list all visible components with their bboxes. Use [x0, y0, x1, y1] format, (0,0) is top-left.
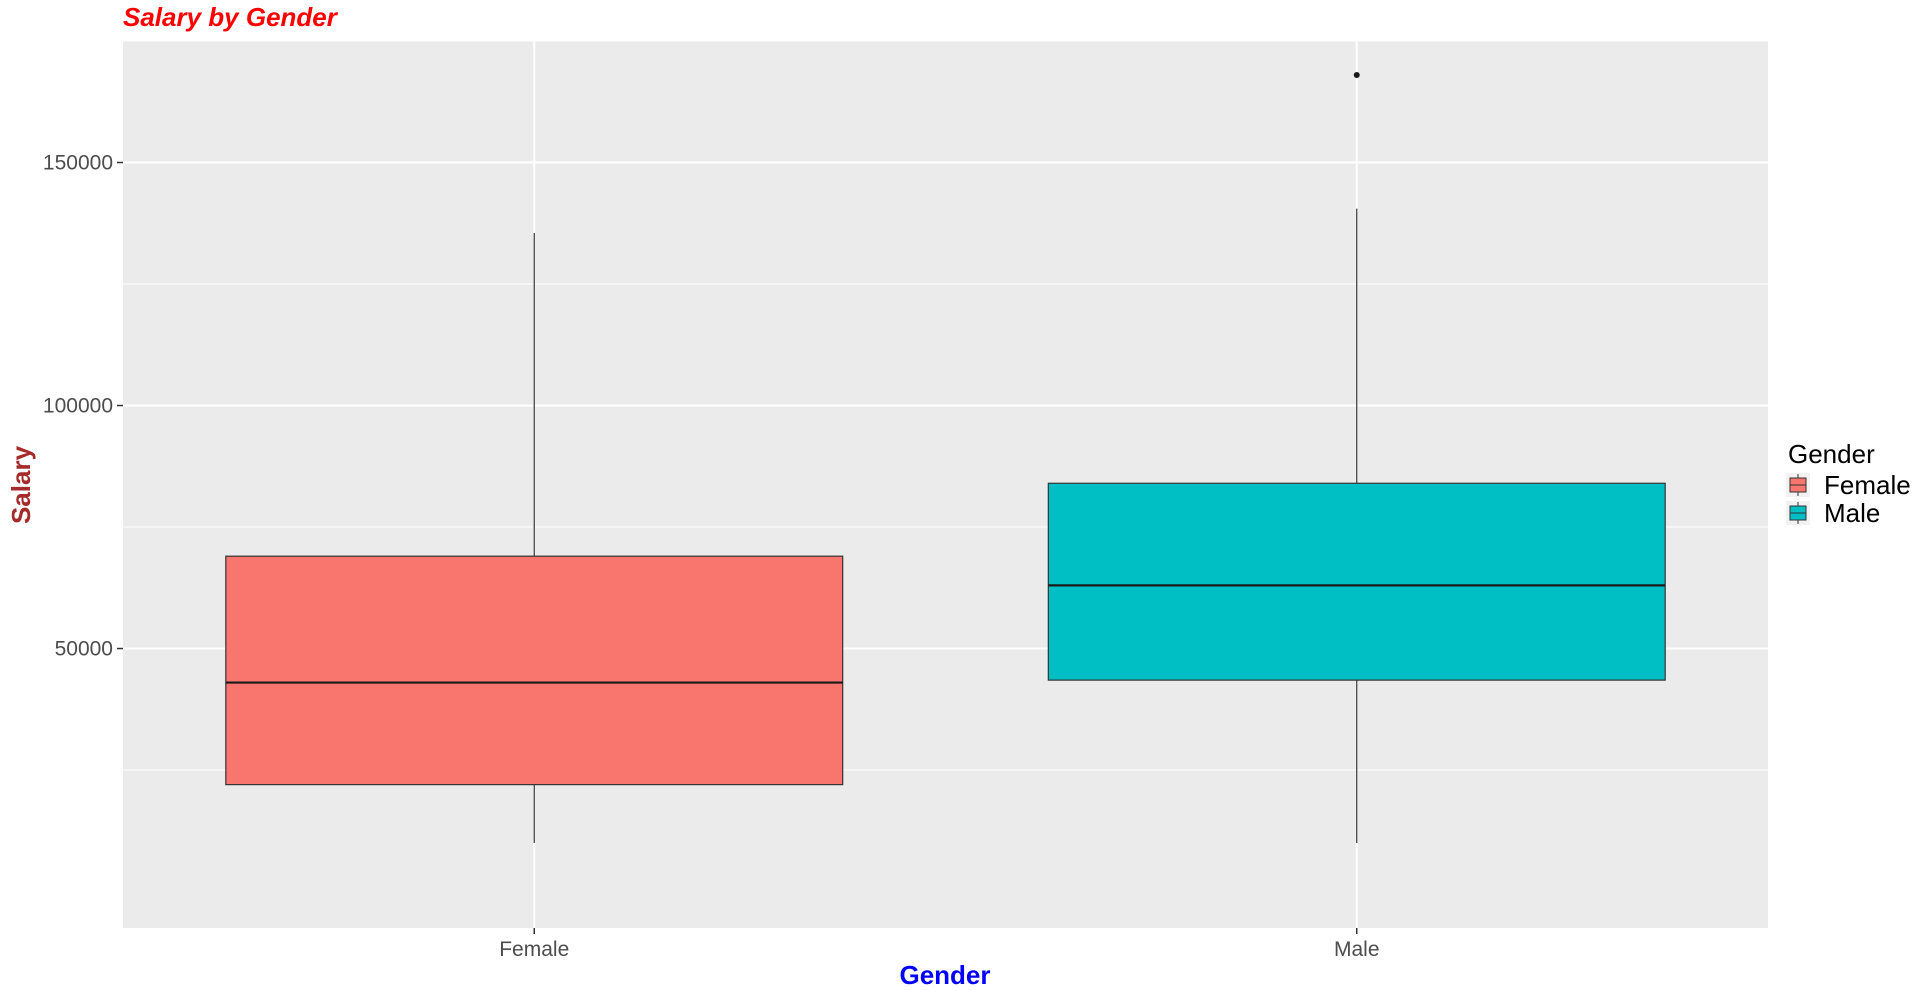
- y-tick-label: 50000: [55, 638, 113, 661]
- boxes: [225, 72, 1666, 843]
- box-male: [1047, 72, 1666, 843]
- box-rect: [225, 555, 844, 786]
- outlier-point: [1353, 72, 1360, 79]
- y-axis: 50000 100000 150000: [43, 152, 123, 661]
- box-female: [225, 232, 844, 843]
- y-axis-title: Salary: [6, 445, 36, 524]
- y-tick-label: 100000: [43, 395, 113, 418]
- legend-key-female: [1786, 473, 1810, 497]
- legend-title: Gender: [1788, 439, 1875, 469]
- legend-label: Male: [1824, 498, 1880, 528]
- x-tick-label: Male: [1334, 938, 1380, 961]
- x-axis-title: Gender: [899, 960, 990, 990]
- legend-label: Female: [1824, 470, 1911, 500]
- legend-key-male: [1786, 501, 1810, 525]
- y-tick-label: 150000: [43, 152, 113, 175]
- box-rect: [1047, 482, 1666, 681]
- x-axis: Female Male: [499, 928, 1380, 961]
- x-tick-label: Female: [499, 938, 569, 961]
- chart-title: Salary by Gender: [123, 2, 337, 32]
